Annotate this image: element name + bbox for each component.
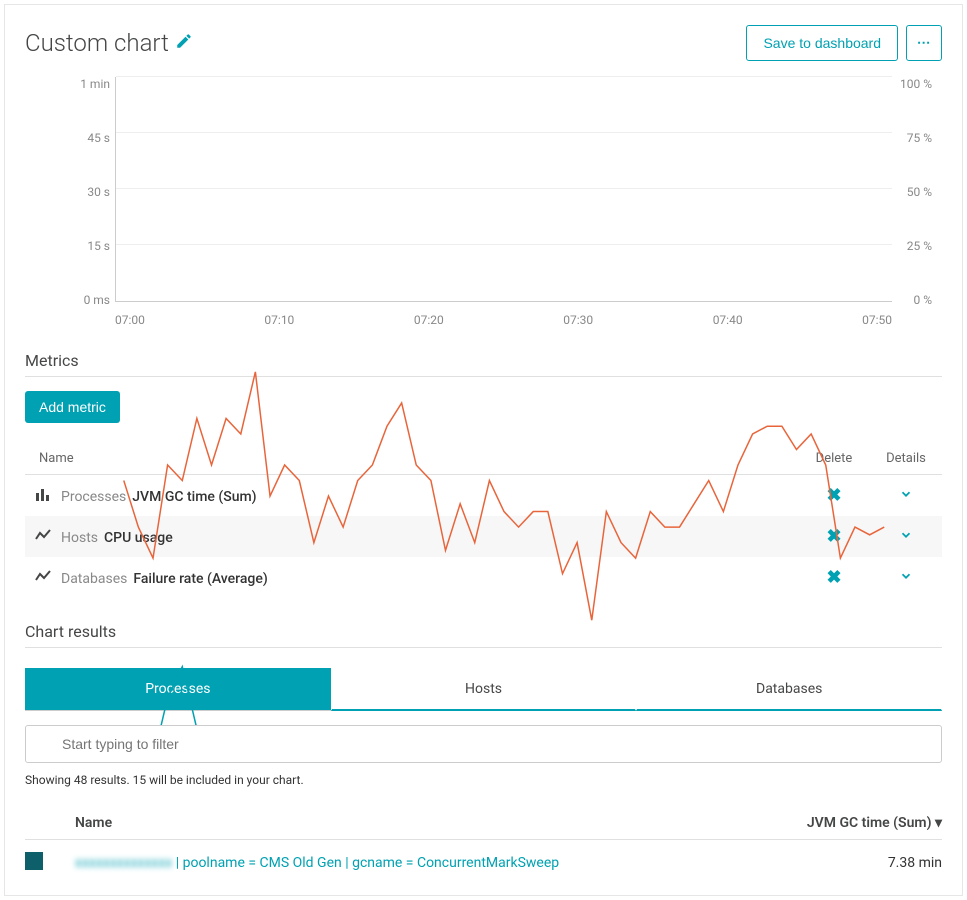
y-axis-left: 1 min 45 s 30 s 15 s 0 ms (65, 77, 110, 307)
page-title: Custom chart (25, 29, 169, 57)
tab-processes[interactable]: Processes (25, 668, 331, 710)
metrics-col-details: Details (870, 451, 942, 466)
page-header: Custom chart Save to dashboard ⋯ (25, 25, 942, 61)
title-wrap: Custom chart (25, 29, 193, 57)
y-right-tick: 75 % (892, 131, 932, 145)
result-swatch-cell (25, 852, 75, 874)
metric-label: CPU usage (104, 530, 173, 546)
x-tick: 07:40 (713, 313, 743, 327)
filter-input[interactable] (25, 725, 942, 763)
line-chart-icon (25, 527, 61, 546)
metric-name-cell: Hosts CPU usage (61, 527, 798, 546)
tab-databases[interactable]: Databases (636, 668, 942, 711)
x-tick: 07:20 (414, 313, 444, 327)
y-left-tick: 0 ms (65, 293, 110, 307)
metric-category: Processes (61, 489, 126, 505)
x-tick: 07:50 (862, 313, 892, 327)
line-chart-icon (25, 568, 61, 587)
y-left-tick: 45 s (65, 131, 110, 145)
header-actions: Save to dashboard ⋯ (746, 25, 942, 61)
chart-plot[interactable] (115, 77, 892, 302)
metric-category: Hosts (61, 530, 98, 546)
add-metric-button[interactable]: Add metric (25, 391, 120, 423)
results-header: Name JVM GC time (Sum) ▾ (25, 807, 942, 840)
metric-name-cell: Databases Failure rate (Average) (61, 568, 798, 587)
metric-name-cell: Processes JVM GC time (Sum) (61, 486, 798, 505)
y-axis-right: 100 % 75 % 50 % 25 % 0 % (892, 77, 932, 307)
x-tick: 07:00 (115, 313, 145, 327)
save-to-dashboard-button[interactable]: Save to dashboard (746, 25, 898, 61)
delete-metric-button[interactable]: ✖ (798, 567, 870, 588)
chart-bars (116, 77, 892, 301)
metrics-col-delete: Delete (798, 451, 870, 466)
result-row: xxxxxxxxxxxxxx | poolname = CMS Old Gen … (25, 840, 942, 886)
metrics-header: Name Delete Details (25, 443, 942, 475)
metric-category: Databases (61, 571, 127, 587)
y-right-tick: 25 % (892, 239, 932, 253)
chart-results-section: Chart results ProcessesHostsDatabases Sh… (25, 622, 942, 886)
y-left-tick: 30 s (65, 185, 110, 199)
ellipsis-icon: ⋯ (917, 35, 931, 51)
tab-hosts[interactable]: Hosts (331, 668, 637, 711)
metrics-section-title: Metrics (25, 351, 942, 377)
metric-row: Databases Failure rate (Average) ✖ (25, 557, 942, 598)
bar-chart-icon (25, 486, 61, 505)
metric-row: Hosts CPU usage ✖ (25, 516, 942, 557)
result-value: 7.38 min (782, 855, 942, 871)
y-right-tick: 100 % (892, 77, 932, 91)
results-tabs: ProcessesHostsDatabases (25, 668, 942, 711)
y-left-tick: 1 min (65, 77, 110, 91)
edit-icon[interactable] (175, 32, 193, 54)
y-right-tick: 50 % (892, 185, 932, 199)
more-menu-button[interactable]: ⋯ (906, 25, 942, 61)
metric-label: JVM GC time (Sum) (132, 489, 256, 505)
delete-metric-button[interactable]: ✖ (798, 485, 870, 506)
chart-area: 1 min 45 s 30 s 15 s 0 ms 100 % 75 % 50 % 25 % 0… (25, 77, 942, 327)
page-container: Custom chart Save to dashboard ⋯ 1 min 45… (4, 4, 963, 896)
expand-details-button[interactable] (870, 486, 942, 505)
results-col-name[interactable]: Name (75, 815, 782, 831)
y-right-tick: 0 % (892, 293, 932, 307)
color-swatch (25, 852, 43, 870)
metric-label: Failure rate (Average) (133, 571, 267, 587)
expand-details-button[interactable] (870, 568, 942, 587)
results-col-value[interactable]: JVM GC time (Sum) ▾ (782, 815, 942, 831)
metrics-table: Name Delete Details Processes JVM GC time… (25, 443, 942, 598)
results-meta: Showing 48 results. 15 will be included … (25, 773, 942, 787)
x-axis: 07:00 07:10 07:20 07:30 07:40 07:50 (115, 313, 892, 327)
chart-results-title: Chart results (25, 622, 942, 648)
filter-wrap (25, 725, 942, 763)
result-name-link[interactable]: xxxxxxxxxxxxxx | poolname = CMS Old Gen … (75, 855, 782, 871)
metrics-col-name: Name (25, 451, 798, 466)
expand-details-button[interactable] (870, 527, 942, 546)
delete-metric-button[interactable]: ✖ (798, 526, 870, 547)
y-left-tick: 15 s (65, 239, 110, 253)
x-tick: 07:10 (264, 313, 294, 327)
metric-row: Processes JVM GC time (Sum) ✖ (25, 475, 942, 516)
x-tick: 07:30 (563, 313, 593, 327)
